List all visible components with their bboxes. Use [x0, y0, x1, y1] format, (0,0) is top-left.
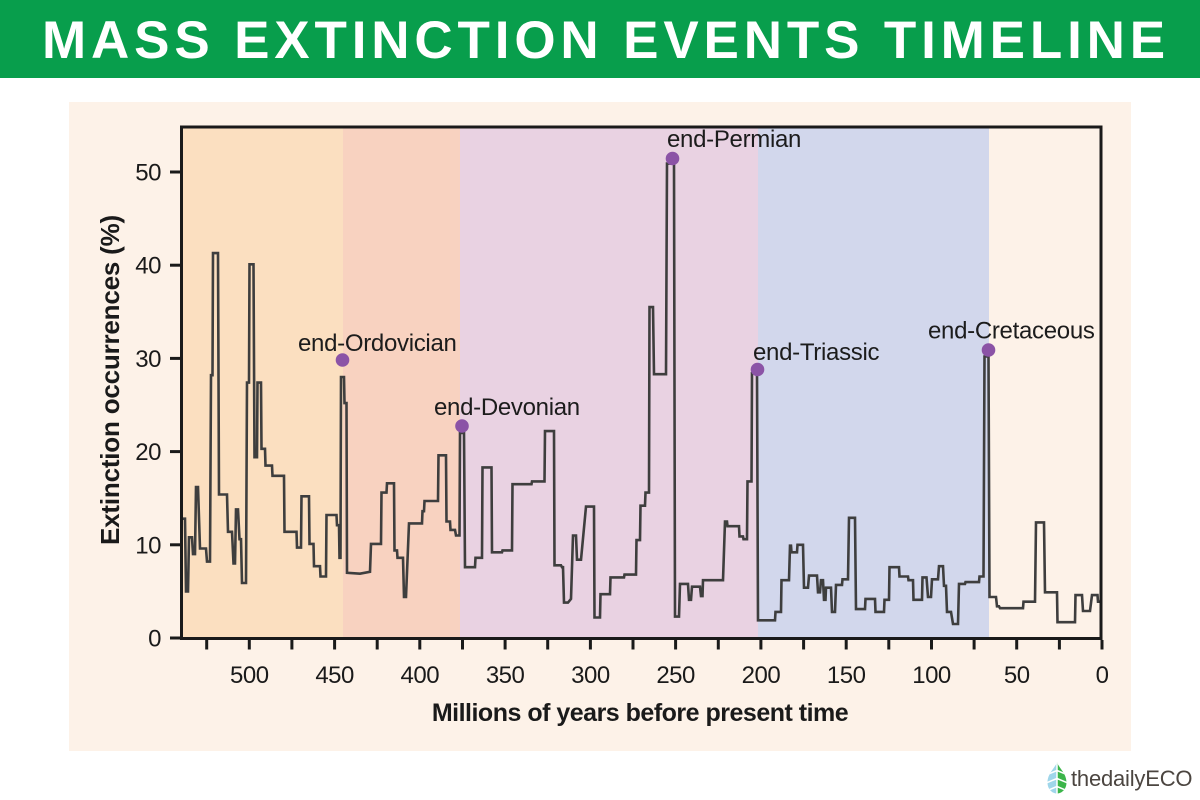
- svg-text:end-Cretaceous: end-Cretaceous: [928, 318, 1095, 345]
- svg-text:0: 0: [1096, 662, 1109, 689]
- svg-text:end-Triassic: end-Triassic: [753, 339, 880, 366]
- svg-text:100: 100: [912, 662, 951, 689]
- svg-text:end-Devonian: end-Devonian: [434, 394, 580, 421]
- svg-text:350: 350: [486, 662, 525, 689]
- svg-text:40: 40: [135, 253, 161, 280]
- svg-text:end-Permian: end-Permian: [667, 126, 801, 153]
- svg-text:20: 20: [135, 439, 161, 466]
- svg-text:end-Ordovician: end-Ordovician: [298, 330, 457, 357]
- svg-text:400: 400: [401, 662, 440, 689]
- svg-text:Extinction occurrences (%): Extinction occurrences (%): [95, 215, 125, 545]
- svg-text:500: 500: [230, 662, 269, 689]
- svg-text:50: 50: [1004, 662, 1030, 689]
- svg-text:450: 450: [315, 662, 354, 689]
- svg-text:300: 300: [571, 662, 610, 689]
- svg-text:200: 200: [742, 662, 781, 689]
- svg-text:10: 10: [135, 532, 161, 559]
- svg-text:250: 250: [656, 662, 695, 689]
- svg-text:0: 0: [148, 626, 161, 653]
- svg-text:50: 50: [135, 160, 161, 187]
- svg-text:Millions of years before prese: Millions of years before present time: [432, 699, 849, 727]
- svg-text:30: 30: [135, 346, 161, 373]
- svg-text:150: 150: [827, 662, 866, 689]
